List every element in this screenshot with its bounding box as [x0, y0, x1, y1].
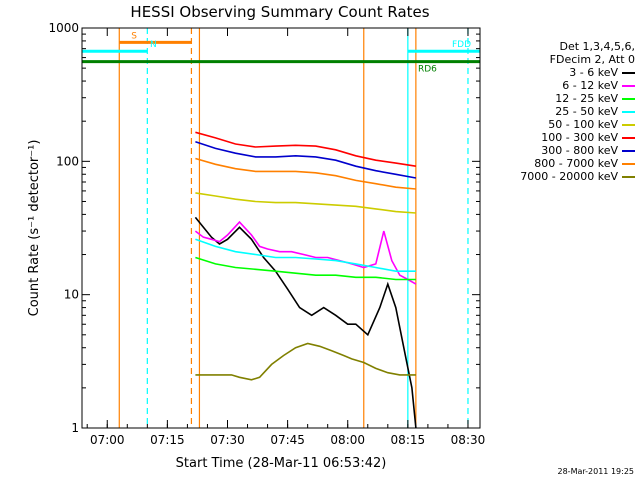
legend-swatch — [622, 97, 635, 100]
legend-label: 6 - 12 keV — [562, 79, 618, 92]
legend-label: 7000 - 20000 keV — [520, 170, 618, 183]
axes: 07:00 07:15 07:30 07:45 08:00 08:15 08:30 1 10 10… — [48, 21, 485, 447]
generation-timestamp: 28-Mar-2011 19:25 — [557, 467, 635, 476]
legend-swatch — [622, 110, 635, 113]
legend-swatch — [622, 123, 635, 126]
legend-item: 6 - 12 keV — [495, 79, 635, 92]
legend-swatch — [622, 175, 635, 178]
y-tick-label: 1000 — [48, 21, 79, 35]
legend-label: 12 - 25 keV — [555, 92, 618, 105]
legend: Det 1,3,4,5,6, FDecim 2, Att 0 3 - 6 keV… — [495, 40, 635, 183]
x-tick-label: 07:15 — [150, 433, 185, 447]
series-line — [195, 192, 416, 214]
flag-bars: S N RD6 FDD — [82, 31, 480, 75]
legend-label: 50 - 100 keV — [548, 118, 618, 131]
legend-label: 800 - 7000 keV — [534, 157, 618, 170]
chart-title: HESSI Observing Summary Count Rates — [130, 3, 429, 21]
series-line — [194, 220, 417, 285]
legend-label: 3 - 6 keV — [569, 66, 618, 79]
y-tick-label: 100 — [56, 154, 79, 168]
series-line — [195, 141, 417, 179]
series-line — [195, 157, 416, 190]
legend-swatch — [622, 136, 635, 139]
x-tick-label: 07:00 — [90, 433, 125, 447]
x-tick-label: 08:15 — [391, 433, 426, 447]
legend-header-line: Det 1,3,4,5,6, — [559, 40, 635, 53]
x-tick-label: 07:45 — [270, 433, 305, 447]
series-line — [195, 256, 416, 281]
legend-item: 300 - 800 keV — [495, 144, 635, 157]
legend-item: 3 - 6 keV — [495, 66, 635, 79]
legend-label: 300 - 800 keV — [541, 144, 618, 157]
legend-label: 100 - 300 keV — [541, 131, 618, 144]
legend-swatch — [622, 162, 635, 165]
flag-label: RD6 — [418, 65, 437, 75]
legend-item: 100 - 300 keV — [495, 131, 635, 144]
series-layer — [194, 131, 417, 429]
y-axis-label: Count Rate (s⁻¹ detector⁻¹) — [27, 140, 42, 317]
plot-frame — [81, 27, 481, 429]
legend-item: 25 - 50 keV — [495, 105, 635, 118]
legend-item: 800 - 7000 keV — [495, 157, 635, 170]
legend-item: 50 - 100 keV — [495, 118, 635, 131]
legend-swatch — [622, 84, 635, 87]
reference-lines — [118, 28, 469, 428]
series-line — [195, 342, 416, 381]
x-tick-label: 08:30 — [451, 433, 486, 447]
flag-label: S — [131, 31, 137, 41]
series-line — [194, 216, 417, 429]
y-tick-label: 10 — [64, 288, 79, 302]
legend-swatch — [622, 71, 635, 74]
y-tick-label: 1 — [71, 421, 79, 435]
series-line — [195, 238, 416, 273]
legend-item: 12 - 25 keV — [495, 92, 635, 105]
x-tick-label: 07:30 — [210, 433, 245, 447]
flag-label: FDD — [452, 40, 471, 50]
series-line — [195, 131, 417, 167]
legend-label: 25 - 50 keV — [555, 105, 618, 118]
legend-header-line: FDecim 2, Att 0 — [549, 53, 635, 66]
legend-item: 7000 - 20000 keV — [495, 170, 635, 183]
legend-swatch — [622, 149, 635, 152]
x-axis-label: Start Time (28-Mar-11 06:53:42) — [176, 456, 387, 471]
flag-label: N — [150, 40, 157, 50]
x-tick-label: 08:00 — [330, 433, 365, 447]
